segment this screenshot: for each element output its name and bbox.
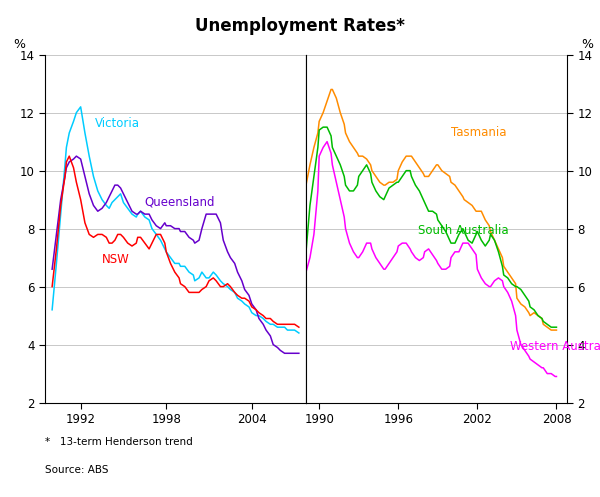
Text: NSW: NSW (102, 253, 130, 266)
Text: *   13-term Henderson trend: * 13-term Henderson trend (45, 437, 193, 447)
Text: %: % (581, 38, 593, 51)
Text: Queensland: Queensland (145, 195, 215, 208)
Text: Unemployment Rates*: Unemployment Rates* (195, 17, 405, 35)
Text: South Australia: South Australia (418, 225, 509, 238)
Text: Victoria: Victoria (95, 117, 140, 130)
Text: %: % (14, 38, 26, 51)
Text: Source: ABS: Source: ABS (45, 465, 109, 475)
Text: Tasmania: Tasmania (451, 126, 506, 139)
Text: Western Australia: Western Australia (511, 340, 600, 353)
